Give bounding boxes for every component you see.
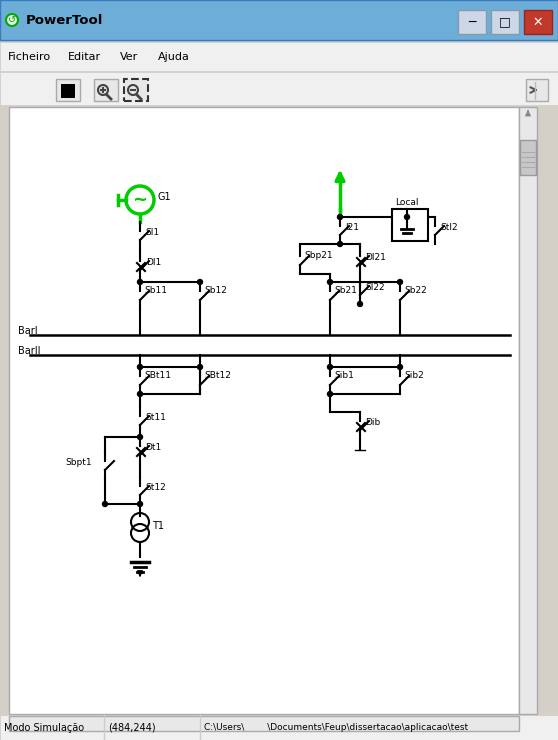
Circle shape bbox=[338, 215, 343, 220]
Text: Sbpt1: Sbpt1 bbox=[65, 457, 92, 466]
Circle shape bbox=[328, 280, 333, 284]
Text: ↺: ↺ bbox=[8, 15, 16, 25]
Text: Sib1: Sib1 bbox=[334, 371, 354, 380]
Text: PowerTool: PowerTool bbox=[26, 13, 103, 27]
Text: BarI: BarI bbox=[18, 326, 37, 336]
Bar bbox=[9, 716, 519, 731]
Bar bbox=[520, 140, 536, 175]
Text: Sl22: Sl22 bbox=[365, 283, 384, 292]
Text: Ficheiro: Ficheiro bbox=[8, 52, 51, 62]
Text: ─: ─ bbox=[468, 16, 476, 29]
Circle shape bbox=[397, 365, 402, 369]
Text: T1: T1 bbox=[152, 521, 164, 531]
Text: ✕: ✕ bbox=[533, 16, 543, 29]
Text: Sl1: Sl1 bbox=[145, 227, 159, 237]
Circle shape bbox=[328, 391, 333, 397]
Bar bbox=[9, 107, 519, 714]
Circle shape bbox=[137, 391, 142, 397]
Text: Modo Simulação: Modo Simulação bbox=[4, 723, 84, 733]
Circle shape bbox=[358, 301, 363, 306]
Circle shape bbox=[137, 280, 142, 284]
Text: □: □ bbox=[499, 16, 511, 29]
Circle shape bbox=[397, 280, 402, 284]
Text: St11: St11 bbox=[145, 412, 166, 422]
Text: SBt11: SBt11 bbox=[144, 371, 171, 380]
Text: Dl1: Dl1 bbox=[146, 258, 161, 266]
Circle shape bbox=[103, 502, 108, 506]
Text: Dl21: Dl21 bbox=[365, 252, 386, 261]
FancyBboxPatch shape bbox=[56, 79, 80, 101]
FancyBboxPatch shape bbox=[524, 10, 552, 34]
Text: Local: Local bbox=[395, 198, 418, 206]
Text: Sb11: Sb11 bbox=[144, 286, 167, 295]
Bar bbox=[0, 0, 558, 40]
Bar bbox=[519, 107, 537, 714]
FancyBboxPatch shape bbox=[458, 10, 486, 34]
Text: SBt12: SBt12 bbox=[204, 371, 231, 380]
Text: ~: ~ bbox=[132, 191, 147, 209]
Text: Ajuda: Ajuda bbox=[158, 52, 190, 62]
Circle shape bbox=[328, 365, 333, 369]
FancyBboxPatch shape bbox=[124, 79, 148, 101]
Bar bbox=[0, 42, 558, 71]
Bar bbox=[0, 715, 558, 740]
Text: Sib2: Sib2 bbox=[404, 371, 424, 380]
Text: Sb22: Sb22 bbox=[404, 286, 427, 295]
FancyArrowPatch shape bbox=[526, 111, 530, 115]
FancyBboxPatch shape bbox=[491, 10, 519, 34]
Circle shape bbox=[137, 502, 142, 506]
Text: l21: l21 bbox=[345, 223, 359, 232]
Text: G1: G1 bbox=[157, 192, 171, 202]
Bar bbox=[0, 72, 558, 105]
Circle shape bbox=[198, 280, 203, 284]
Text: Sbp21: Sbp21 bbox=[304, 251, 333, 260]
Text: Editar: Editar bbox=[68, 52, 101, 62]
Circle shape bbox=[405, 215, 410, 220]
Circle shape bbox=[137, 365, 142, 369]
Circle shape bbox=[6, 14, 18, 26]
Text: Dib: Dib bbox=[365, 417, 380, 426]
FancyBboxPatch shape bbox=[94, 79, 118, 101]
Text: BarII: BarII bbox=[18, 346, 41, 356]
Text: C:\Users\        \Documents\Feup\dissertacao\aplicacao\test: C:\Users\ \Documents\Feup\dissertacao\ap… bbox=[204, 724, 468, 733]
Text: Stl2: Stl2 bbox=[440, 223, 458, 232]
Circle shape bbox=[338, 241, 343, 246]
Text: Sb21: Sb21 bbox=[334, 286, 357, 295]
Bar bbox=[61, 84, 75, 98]
FancyBboxPatch shape bbox=[526, 79, 548, 101]
Bar bbox=[392, 209, 428, 241]
Text: Dt1: Dt1 bbox=[145, 443, 161, 451]
Circle shape bbox=[198, 365, 203, 369]
Text: Ver: Ver bbox=[120, 52, 138, 62]
Circle shape bbox=[137, 434, 142, 440]
Text: Sb12: Sb12 bbox=[204, 286, 227, 295]
Text: St12: St12 bbox=[145, 482, 166, 491]
Text: (484,244): (484,244) bbox=[108, 723, 156, 733]
